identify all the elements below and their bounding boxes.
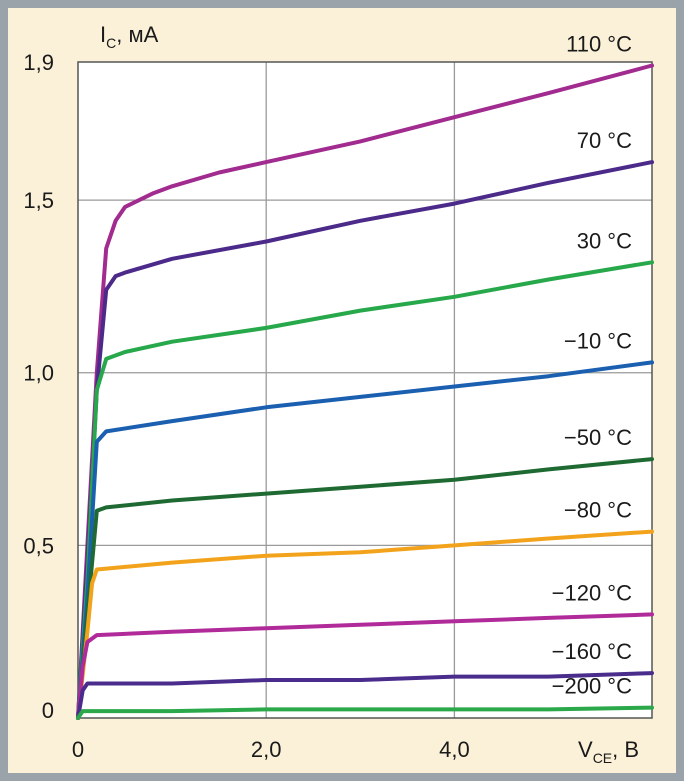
y-axis-label: IC, мА (100, 22, 159, 51)
y-tick-label: 1,9 (23, 50, 54, 75)
y-tick-label: 1,0 (23, 361, 54, 386)
series-label: −120 °C (552, 580, 632, 605)
x-tick-labels: 0 2,0 4,0 (72, 737, 470, 762)
y-tick-labels: 0 0,5 1,0 1,5 1,9 (23, 50, 54, 723)
plot-area (77, 61, 653, 719)
y-tick-label: 0,5 (23, 533, 54, 558)
series-line (76, 529, 654, 720)
grid-lines (78, 62, 652, 718)
x-tick-label: 4,0 (439, 737, 470, 762)
plot-background (78, 62, 652, 718)
series-label: −80 °C (564, 498, 632, 523)
series-label: 30 °C (577, 228, 632, 253)
series-label: 70 °C (577, 128, 632, 153)
series-line (76, 671, 654, 720)
series-line (76, 260, 654, 720)
series-label: −50 °C (564, 425, 632, 450)
series-lines (76, 63, 654, 720)
y-tick-label: 0 (42, 698, 54, 723)
y-tick-label: 1,5 (23, 188, 54, 213)
series-labels: 110 °C 70 °C 30 °C −10 °C −50 °C −80 °C −120 °… (552, 31, 632, 698)
x-tick-label: 0 (72, 737, 84, 762)
series-line (76, 612, 654, 720)
series-line (76, 457, 654, 720)
series-label: −10 °C (564, 328, 632, 353)
series-line (76, 705, 654, 720)
series-label: −200 °C (552, 674, 632, 699)
series-label: −160 °C (552, 639, 632, 664)
series-line (76, 360, 654, 720)
x-axis-label: VCE, В (578, 737, 639, 766)
x-tick-label: 2,0 (251, 737, 282, 762)
series-label: 110 °C (566, 31, 632, 56)
